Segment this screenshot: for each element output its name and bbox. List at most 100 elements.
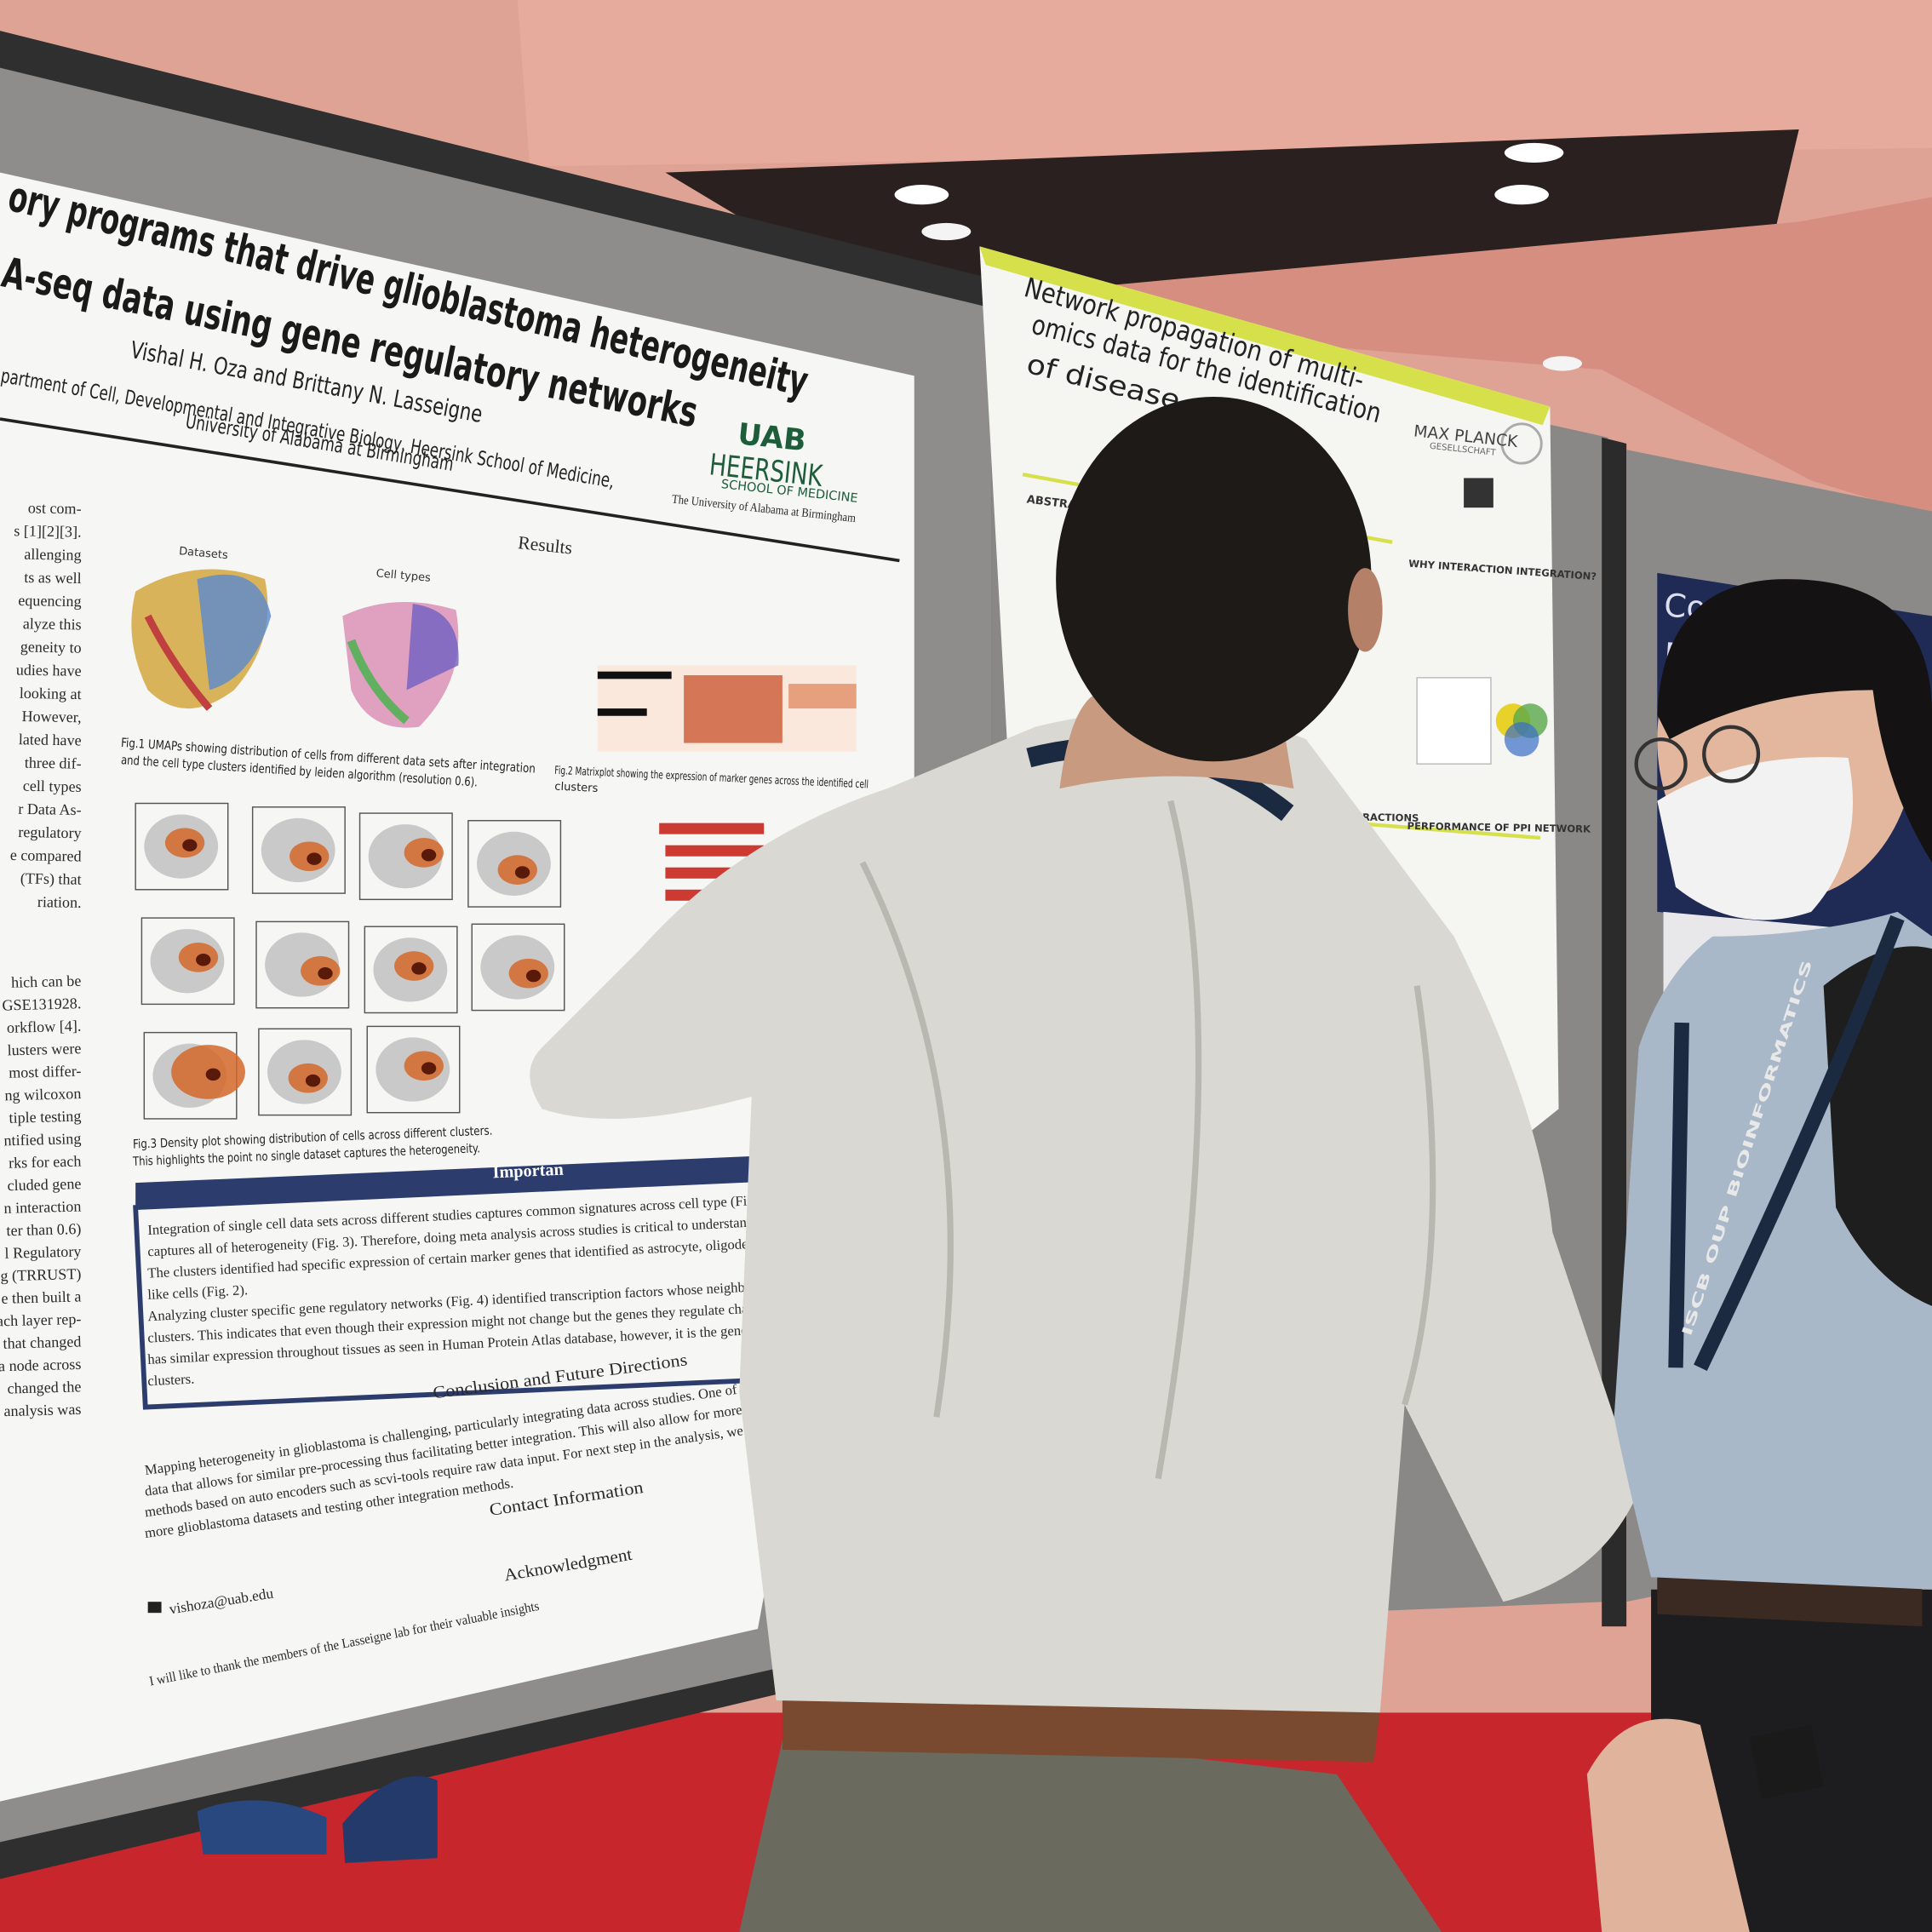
mail-icon — [147, 1602, 162, 1614]
body-text: l analysis was — [0, 1401, 82, 1420]
glasses — [1702, 725, 1761, 783]
hand — [1586, 1718, 1750, 1932]
mini-chart — [1416, 677, 1492, 765]
density-core — [205, 1068, 221, 1081]
body-text: s [1][2][3]. — [14, 522, 82, 540]
umap — [347, 639, 410, 725]
umap — [144, 614, 213, 711]
ceiling-light — [1504, 142, 1564, 163]
body-text: that changed — [3, 1333, 81, 1351]
density-frame — [358, 812, 453, 901]
ear — [1348, 568, 1383, 652]
density-frame — [258, 1028, 353, 1116]
body-text: geneity to — [20, 638, 82, 656]
lanyard — [1668, 914, 1905, 1371]
body-text: a node across — [0, 1356, 82, 1375]
body-text: GSE131928. — [2, 995, 81, 1013]
venn — [1504, 721, 1539, 757]
body-text: tiple testing — [9, 1108, 81, 1127]
body-text: ntified using — [3, 1130, 81, 1149]
matrix-cell — [684, 674, 783, 743]
body-text: ost com- — [28, 499, 82, 517]
body-text: lusters were — [7, 1040, 81, 1058]
body-text: allenging — [24, 546, 82, 564]
density-core — [421, 849, 437, 862]
shirt — [530, 711, 1639, 1713]
density-frame — [364, 926, 458, 1014]
body-text: (TFs) that — [20, 869, 82, 888]
section-heading: PERFORMANCE OF PPI NETWORK — [1407, 820, 1591, 835]
poster-stripe — [979, 246, 1551, 426]
body-text: riation. — [37, 893, 82, 911]
umap — [197, 574, 272, 691]
section-heading: Importan — [492, 1161, 564, 1183]
wall-curve — [862, 197, 1932, 518]
body-text: However, — [21, 708, 81, 725]
matrix-cell — [597, 708, 647, 716]
hair — [1056, 396, 1372, 762]
density-core — [305, 1074, 321, 1087]
body-text: ng wilcoxon — [4, 1085, 81, 1104]
body-text: three dif- — [25, 754, 82, 772]
density-frame — [467, 820, 562, 908]
body-text: hich can be — [11, 972, 82, 991]
body-text: n interaction — [3, 1197, 81, 1216]
body-text: ter than 0.6) — [6, 1220, 81, 1240]
body-text: lated have — [19, 731, 82, 748]
body-text: ach layer rep- — [0, 1310, 82, 1330]
caption: clusters — [554, 781, 599, 795]
ceiling-light — [894, 185, 949, 205]
shoe — [342, 1776, 438, 1863]
ceiling-panel — [517, 0, 1932, 167]
glasses — [1634, 737, 1688, 791]
qr-code — [1464, 478, 1493, 508]
ceiling-light — [1542, 356, 1583, 371]
fig-label: Datasets — [178, 545, 228, 562]
density-frame — [471, 923, 565, 1012]
density-core — [525, 969, 542, 983]
density-frame — [251, 806, 346, 894]
body-text: clusters. — [147, 1371, 195, 1390]
fig-label: Cell types — [376, 567, 432, 585]
density-core — [307, 852, 322, 865]
face-mask — [1657, 757, 1854, 920]
body-text: cluded gene — [7, 1175, 81, 1194]
body-text: changed the — [7, 1378, 81, 1396]
density-core — [421, 1062, 437, 1075]
body-text: orkflow [4]. — [7, 1018, 82, 1036]
logo-seal — [1500, 422, 1543, 465]
density-core — [318, 966, 333, 980]
section-heading: ABSTRA — [1026, 493, 1078, 512]
watch — [1749, 1724, 1824, 1799]
body-text: looking at — [20, 685, 82, 702]
logo-mark: UAB — [736, 417, 807, 458]
bar-fig4 — [665, 845, 765, 857]
body-text: equencing — [18, 592, 82, 610]
body-text: r Data As- — [18, 800, 82, 818]
body-text: alyze this — [23, 615, 82, 633]
body-text: udies have — [16, 662, 82, 679]
umap — [406, 604, 459, 691]
density-frame — [140, 917, 235, 1006]
figures — [131, 569, 857, 1614]
belt — [782, 1694, 1380, 1763]
body-text: g (TRRUST) — [0, 1265, 81, 1285]
density-core — [411, 962, 427, 975]
density-core — [182, 839, 198, 851]
shirt-folds — [859, 800, 1436, 1480]
density-frame — [135, 802, 229, 891]
density-core — [196, 954, 211, 966]
body-text: e compared — [10, 846, 82, 864]
trousers — [739, 1712, 1442, 1932]
bar-fig4 — [659, 823, 765, 834]
density-frame — [366, 1025, 461, 1114]
body-text: rks for each — [9, 1153, 82, 1172]
body-text: e then built a — [1, 1287, 81, 1306]
hair — [1657, 579, 1932, 863]
box-header — [135, 1155, 765, 1208]
density-core — [514, 866, 530, 879]
body-text: ts as well — [24, 569, 82, 587]
matrix-cell — [597, 671, 672, 679]
